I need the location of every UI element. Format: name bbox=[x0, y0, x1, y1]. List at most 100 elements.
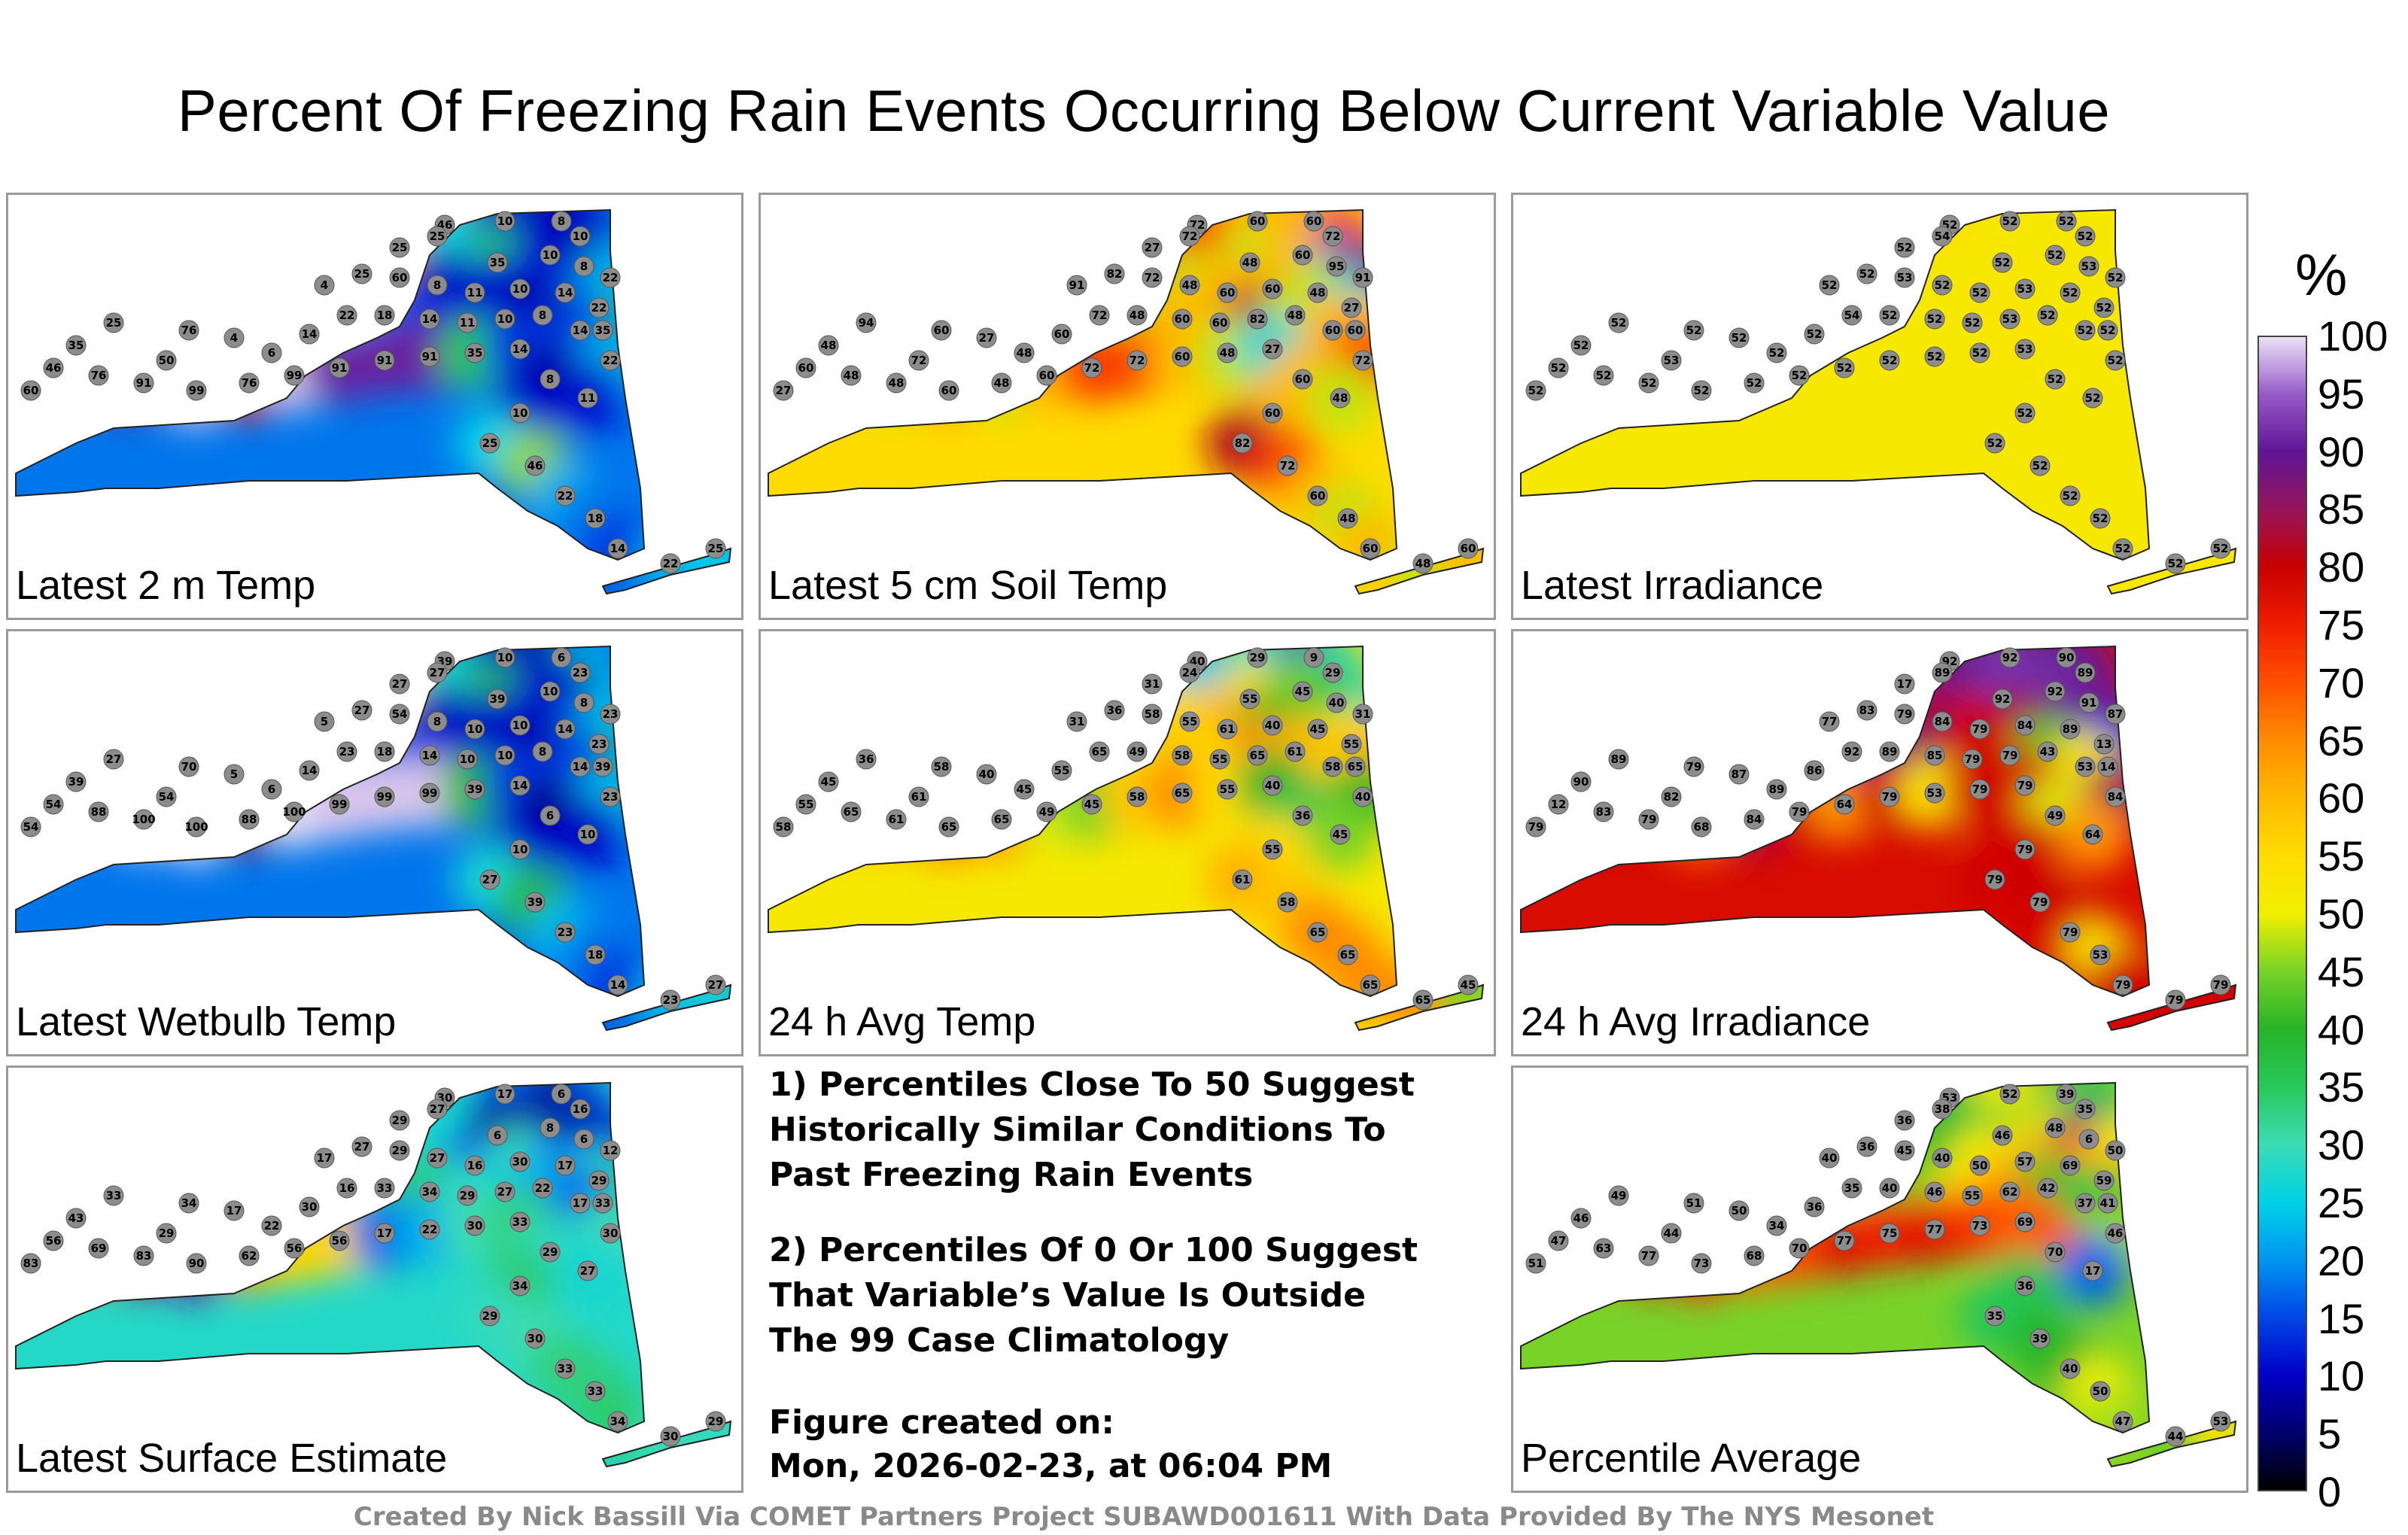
station-value: 52 bbox=[1882, 309, 1898, 322]
station-marker: 48 bbox=[1239, 252, 1260, 273]
station-marker: 52 bbox=[2029, 455, 2051, 476]
station-value: 52 bbox=[1641, 376, 1657, 390]
station-marker: 29 bbox=[705, 1411, 726, 1432]
station-marker: 48 bbox=[841, 365, 862, 386]
station-marker: 53 bbox=[1661, 350, 1682, 371]
station-value: 47 bbox=[2115, 1415, 2131, 1428]
station-value: 89 bbox=[1769, 783, 1785, 796]
station-marker: 35 bbox=[487, 252, 508, 273]
station-value: 54 bbox=[159, 790, 175, 804]
station-marker: 60 bbox=[1172, 346, 1193, 367]
station-value: 29 bbox=[708, 1415, 724, 1428]
station-marker: 70 bbox=[2045, 1242, 2066, 1263]
station-value: 22 bbox=[264, 1219, 280, 1233]
panel-wetbulb: 39 10 6 23 27 27 39 10 8 23 5 27 54 8 10 10 14 23 39 54 70 5 6… bbox=[6, 629, 743, 1056]
station-value: 14 bbox=[302, 327, 318, 341]
station-marker: 53 bbox=[2014, 339, 2036, 360]
station-value: 11 bbox=[460, 316, 476, 330]
station-marker: 79 bbox=[2014, 839, 2036, 860]
station-value: 70 bbox=[2048, 1245, 2063, 1259]
station-value: 35 bbox=[467, 346, 483, 360]
station-marker: 35 bbox=[65, 335, 87, 356]
station-value: 25 bbox=[430, 229, 445, 243]
station-value: 91 bbox=[422, 350, 438, 363]
footer-credit: Created By Nick Bassill Via COMET Partne… bbox=[353, 1502, 1935, 1532]
station-value: 53 bbox=[2017, 342, 2033, 356]
station-value: 61 bbox=[889, 813, 905, 826]
station-value: 79 bbox=[2033, 895, 2048, 909]
station-marker: 8 bbox=[573, 256, 594, 277]
station-marker: 48 bbox=[818, 335, 839, 356]
station-marker: 54 bbox=[43, 794, 64, 815]
station-value: 43 bbox=[2040, 745, 2056, 758]
station-marker: 79 bbox=[1984, 869, 2005, 890]
station-value: 30 bbox=[528, 1332, 543, 1345]
station-value: 40 bbox=[1329, 696, 1345, 710]
station-value: 24 bbox=[1182, 666, 1198, 679]
station-value: 91 bbox=[377, 354, 393, 367]
station-marker: 36 bbox=[1856, 1136, 1877, 1157]
station-value: 54 bbox=[23, 820, 39, 834]
station-value: 40 bbox=[1822, 1151, 1838, 1165]
station-marker: 100 bbox=[132, 809, 156, 830]
station-marker: 79 bbox=[1789, 801, 1810, 822]
station-marker: 55 bbox=[1051, 760, 1072, 781]
station-marker: 53 bbox=[2090, 944, 2111, 965]
panel-label: Latest 5 cm Soil Temp bbox=[768, 563, 1168, 608]
station-value: 82 bbox=[1107, 267, 1123, 281]
station-marker: 53 bbox=[1894, 267, 1915, 288]
note-1: 1) Percentiles Close To 50 Suggest Histo… bbox=[769, 1065, 1415, 1194]
panel-label: Latest 2 m Temp bbox=[16, 563, 316, 608]
station-marker: 60 bbox=[931, 320, 952, 341]
station-marker: 27 bbox=[479, 869, 500, 890]
station-value: 52 bbox=[1859, 267, 1875, 281]
station-value: 52 bbox=[1732, 331, 1747, 345]
station-value: 6 bbox=[268, 783, 275, 796]
station-value: 94 bbox=[859, 316, 874, 330]
station-value: 34 bbox=[512, 1279, 528, 1293]
station-value: 34 bbox=[1769, 1219, 1785, 1233]
station-marker: 6 bbox=[261, 779, 282, 800]
station-marker: 8 bbox=[532, 305, 553, 326]
station-marker: 60 bbox=[1036, 365, 1057, 386]
station-marker: 29 bbox=[588, 1170, 610, 1191]
station-marker: 52 bbox=[1766, 342, 1787, 363]
station-value: 48 bbox=[994, 376, 1010, 390]
station-marker: 35 bbox=[592, 320, 613, 341]
station-value: 99 bbox=[189, 384, 205, 397]
station-value: 10 bbox=[543, 685, 558, 698]
station-value: 12 bbox=[1551, 798, 1567, 811]
station-value: 91 bbox=[136, 376, 152, 390]
station-marker: 6 bbox=[573, 1129, 594, 1150]
station-value: 60 bbox=[1348, 324, 1364, 337]
station-marker: 36 bbox=[2014, 1275, 2036, 1296]
station-marker: 84 bbox=[1932, 711, 1953, 732]
station-value: 33 bbox=[512, 1215, 528, 1229]
station-marker: 5 bbox=[314, 711, 335, 732]
station-value: 29 bbox=[543, 1245, 558, 1259]
station-marker: 34 bbox=[419, 1181, 440, 1202]
station-marker: 52 bbox=[2045, 245, 2066, 266]
station-marker: 6 bbox=[551, 647, 572, 668]
station-value: 17 bbox=[1897, 677, 1913, 691]
station-value: 61 bbox=[1220, 722, 1236, 736]
station-marker: 56 bbox=[329, 1230, 350, 1251]
station-marker: 52 bbox=[2105, 267, 2126, 288]
station-value: 60 bbox=[1212, 316, 1228, 330]
station-marker: 72 bbox=[908, 350, 929, 371]
station-value: 45 bbox=[1295, 685, 1311, 698]
station-value: 40 bbox=[979, 768, 995, 781]
station-value: 84 bbox=[1935, 715, 1950, 728]
station-value: 10 bbox=[497, 749, 513, 762]
station-value: 89 bbox=[1611, 752, 1627, 766]
station-value: 65 bbox=[1175, 786, 1190, 800]
station-marker: 45 bbox=[1894, 1140, 1915, 1161]
station-value: 27 bbox=[106, 752, 122, 766]
station-marker: 33 bbox=[103, 1185, 124, 1206]
station-value: 27 bbox=[1265, 342, 1281, 356]
station-marker: 14 bbox=[607, 974, 628, 995]
station-marker: 27 bbox=[351, 1136, 372, 1157]
station-marker: 52 bbox=[1728, 327, 1750, 348]
station-marker: 54 bbox=[389, 704, 410, 725]
